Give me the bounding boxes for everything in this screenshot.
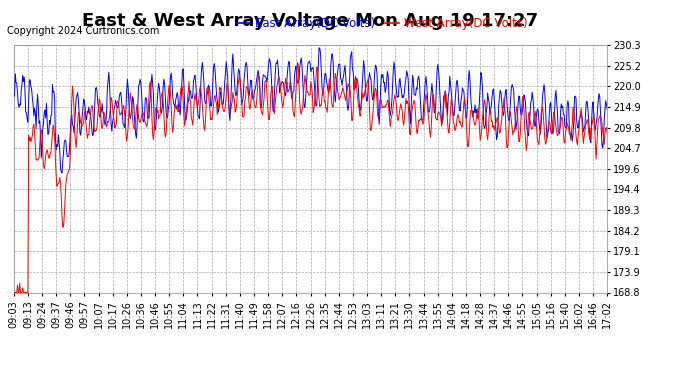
Text: Copyright 2024 Curtronics.com: Copyright 2024 Curtronics.com (7, 26, 159, 36)
Legend: East Array(DC Volts), West Array(DC Volts): East Array(DC Volts), West Array(DC Volt… (232, 12, 532, 35)
Title: East & West Array Voltage Mon Aug 19 17:27: East & West Array Voltage Mon Aug 19 17:… (82, 12, 539, 30)
